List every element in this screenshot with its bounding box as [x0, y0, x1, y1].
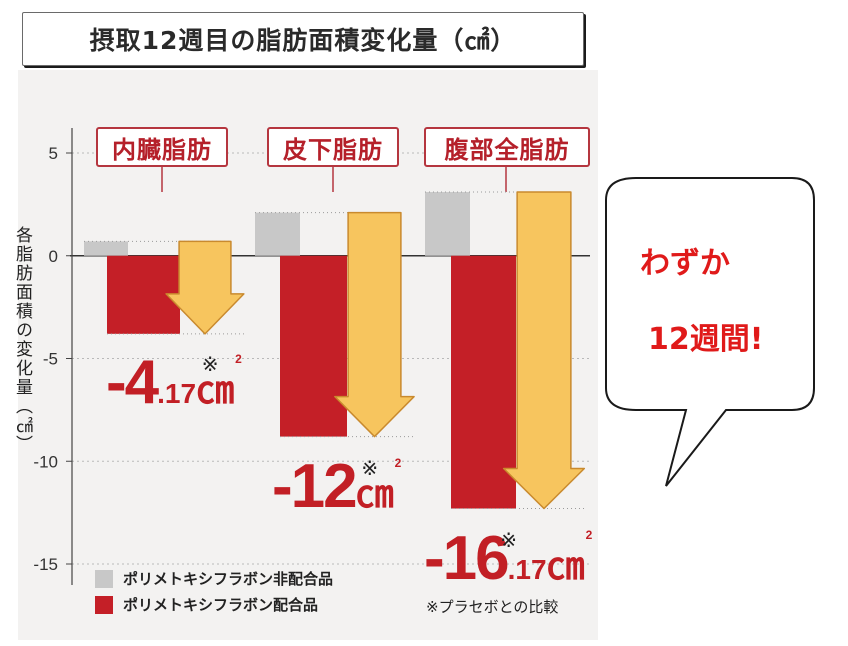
category-label-total-abdominal: 腹部全脂肪	[424, 127, 590, 167]
legend-swatch-placebo	[95, 569, 113, 588]
bubble-text-line1: わずか	[640, 246, 730, 281]
y-tick-label: -15	[33, 555, 58, 574]
difference-note-mark: ※	[201, 354, 219, 376]
y-tick-label: -10	[33, 452, 58, 471]
speech-bubble-shape	[605, 177, 815, 487]
legend-item-active: ポリメトキシフラボン配合品	[95, 594, 318, 615]
legend-swatch-active	[95, 595, 113, 614]
difference-label-visceral: -4 .17 ㎝ 2 ※	[106, 348, 242, 417]
difference-note-mark: ※	[361, 458, 379, 480]
bar-placebo	[255, 212, 300, 256]
bar-placebo	[84, 241, 128, 256]
difference-label-total-abdominal: -16 .17 ㎝ 2 ※	[424, 524, 592, 593]
bar-active	[280, 255, 347, 437]
difference-unit-superscript: 2	[585, 528, 593, 542]
difference-value: -16	[424, 524, 510, 593]
y-axis-label: 各脂肪面積の変化量（㎠）	[12, 226, 32, 454]
legend-label-active: ポリメトキシフラボン配合品	[123, 596, 319, 614]
legend-item-placebo: ポリメトキシフラボン非配合品	[95, 568, 333, 589]
legend-label-placebo: ポリメトキシフラボン非配合品	[123, 570, 334, 588]
bar-active	[451, 255, 516, 509]
difference-value: -4	[106, 348, 159, 417]
category-label-subcutaneous: 皮下脂肪	[267, 127, 399, 167]
category-label-visceral: 内臓脂肪	[96, 127, 228, 167]
bubble-text-line2: 12週間!	[648, 322, 764, 357]
chart-title: 摂取12週目の脂肪面積変化量（㎠）	[89, 26, 517, 55]
difference-note-mark: ※	[500, 530, 518, 552]
difference-arrow	[165, 240, 245, 335]
y-tick-label: -5	[43, 350, 58, 369]
bar-placebo	[425, 192, 470, 256]
y-tick-label: 0	[49, 247, 58, 266]
chart-title-box: 摂取12週目の脂肪面積変化量（㎠）	[22, 12, 584, 66]
difference-unit: ㎝	[355, 472, 394, 516]
difference-unit: ㎝	[546, 544, 585, 588]
difference-decimal: .17	[157, 378, 197, 409]
difference-unit: ㎝	[196, 368, 235, 412]
difference-unit-superscript: 2	[235, 352, 242, 366]
y-tick-label: 5	[49, 144, 58, 163]
difference-arrow	[502, 191, 586, 510]
difference-decimal: .17	[507, 554, 547, 585]
difference-value: -12	[272, 452, 358, 521]
difference-label-subcutaneous: -12 ㎝ 2 ※	[272, 452, 401, 521]
footnote: ※プラセボとの比較	[426, 598, 559, 616]
difference-arrow	[334, 211, 415, 438]
difference-unit-superscript: 2	[394, 456, 402, 470]
